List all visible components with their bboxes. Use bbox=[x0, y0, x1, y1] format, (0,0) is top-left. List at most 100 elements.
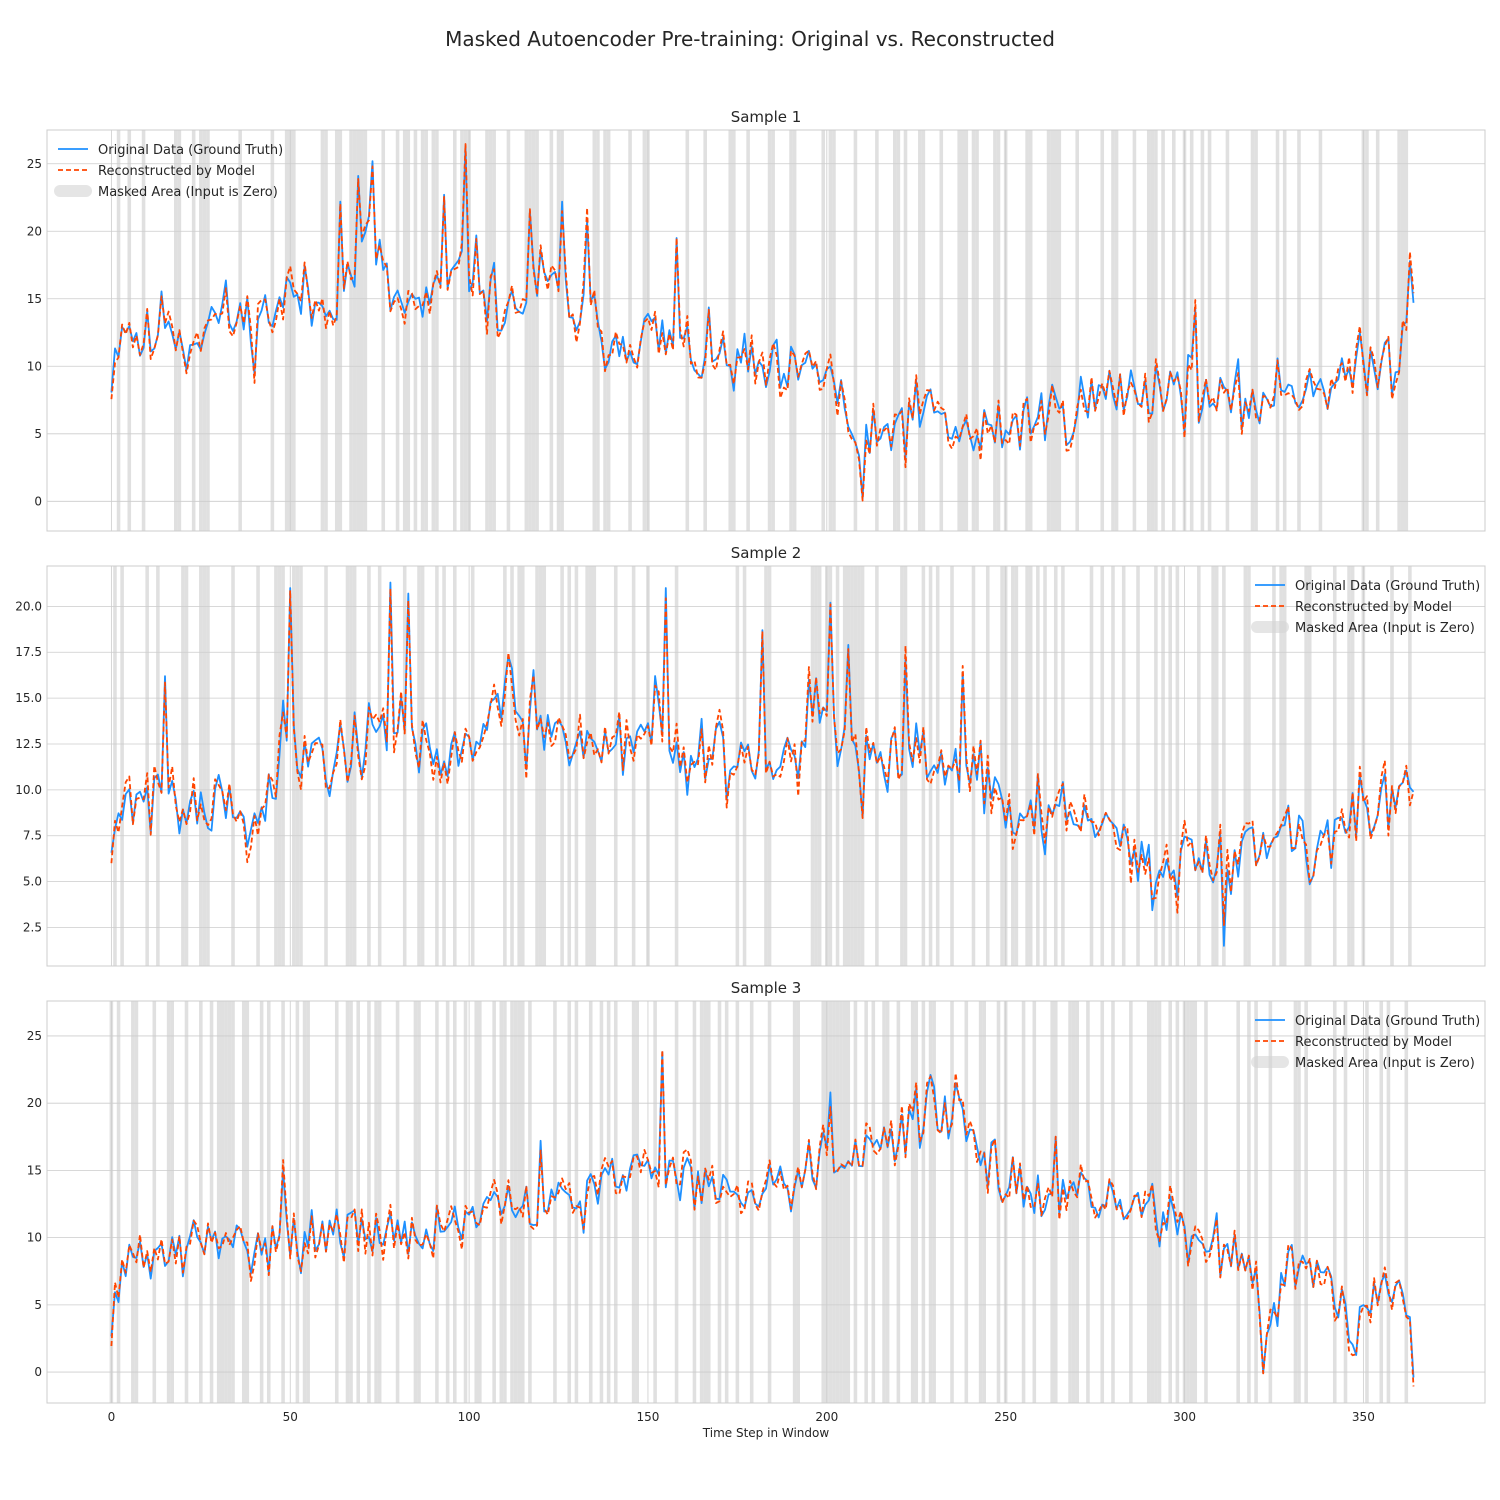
masked-band bbox=[960, 130, 965, 531]
masked-band bbox=[1211, 566, 1215, 966]
legend: Original Data (Ground Truth) Reconstructe… bbox=[1251, 1014, 1480, 1071]
masked-band bbox=[556, 130, 561, 531]
masked-band bbox=[1053, 1001, 1058, 1403]
masked-band bbox=[1275, 130, 1280, 531]
masked-band bbox=[1365, 130, 1369, 531]
masked-band bbox=[1121, 566, 1126, 966]
masked-band bbox=[1297, 130, 1301, 531]
masked-band bbox=[1000, 566, 1004, 966]
legend-masked-swatch bbox=[1251, 1056, 1289, 1068]
masked-band bbox=[832, 130, 836, 531]
x-tick-label: 300 bbox=[1173, 1410, 1196, 1424]
masked-band bbox=[1375, 130, 1380, 531]
masked-band bbox=[1282, 130, 1287, 531]
masked-band bbox=[1282, 566, 1287, 966]
masked-band bbox=[281, 1001, 285, 1403]
masked-band bbox=[474, 1001, 479, 1403]
masked-band bbox=[603, 130, 607, 531]
y-tick-label: 17.5 bbox=[15, 645, 42, 659]
masked-band bbox=[1129, 1001, 1133, 1403]
masked-band bbox=[184, 566, 189, 966]
masked-band bbox=[292, 130, 296, 531]
masked-band bbox=[349, 1001, 353, 1403]
masked-band bbox=[1207, 130, 1212, 531]
masked-band bbox=[1028, 130, 1033, 531]
masked-band bbox=[1250, 130, 1255, 531]
masked-band bbox=[116, 130, 121, 531]
x-tick-label: 350 bbox=[1352, 1410, 1375, 1424]
masked-band bbox=[846, 566, 851, 966]
masked-band bbox=[1197, 566, 1201, 966]
masked-band bbox=[864, 1001, 868, 1403]
masked-band bbox=[431, 130, 436, 531]
legend-label-masked: Masked Area (Input is Zero) bbox=[1295, 1056, 1475, 1071]
masked-band bbox=[746, 130, 750, 531]
masked-band bbox=[993, 130, 997, 531]
masked-band bbox=[1111, 566, 1115, 966]
masked-band bbox=[885, 1001, 890, 1403]
masked-band bbox=[1379, 1001, 1384, 1403]
masked-band bbox=[506, 130, 511, 531]
masked-band bbox=[1154, 130, 1158, 531]
y-tick-label: 7.5 bbox=[23, 829, 42, 843]
masked-band bbox=[1132, 130, 1137, 531]
masked-band bbox=[1111, 130, 1115, 531]
masked-band bbox=[352, 566, 357, 966]
y-tick-label: 20 bbox=[27, 1096, 42, 1110]
masked-band bbox=[560, 566, 564, 966]
masked-band bbox=[1036, 566, 1040, 966]
subplot-title: Sample 1 bbox=[731, 108, 802, 126]
masked-band bbox=[145, 566, 149, 966]
masked-band bbox=[767, 130, 772, 531]
masked-band bbox=[1365, 1001, 1369, 1403]
masked-band bbox=[1050, 1001, 1054, 1403]
masked-band bbox=[445, 1001, 450, 1403]
figure-title: Masked Autoencoder Pre-training: Origina… bbox=[445, 27, 1055, 51]
masked-band bbox=[1254, 1001, 1258, 1403]
masked-band bbox=[1161, 130, 1165, 531]
grid bbox=[47, 130, 1485, 531]
masked-band bbox=[116, 1001, 121, 1403]
masked-band bbox=[735, 1001, 740, 1403]
subplot-title: Sample 3 bbox=[731, 979, 802, 997]
masked-band bbox=[424, 130, 428, 531]
masked-band bbox=[1050, 130, 1054, 531]
y-tick-label: 5 bbox=[34, 1298, 42, 1312]
subplot-2: Sample 2 2.5 5.0 7.5 10.0 12.5 15.0 17.5 20.0 Ori… bbox=[15, 544, 1486, 967]
masked-band bbox=[792, 1001, 797, 1403]
masked-band bbox=[1236, 1001, 1240, 1403]
masked-band bbox=[1175, 1001, 1180, 1403]
masked-band bbox=[792, 130, 797, 531]
masked-band bbox=[1247, 566, 1251, 966]
masked-band bbox=[850, 566, 854, 966]
masked-band bbox=[749, 1001, 754, 1403]
masked-band bbox=[374, 1001, 378, 1403]
masked-band bbox=[596, 130, 600, 531]
masked-band bbox=[975, 130, 979, 531]
masked-band bbox=[417, 1001, 421, 1403]
masked-band bbox=[520, 566, 525, 966]
axes-frame bbox=[46, 129, 1486, 532]
masked-band bbox=[231, 1001, 235, 1403]
masked-band bbox=[1150, 130, 1155, 531]
legend-label-masked: Masked Area (Input is Zero) bbox=[1295, 621, 1475, 636]
masked-band bbox=[1046, 130, 1051, 531]
masked-band bbox=[767, 1001, 772, 1403]
masked-band bbox=[395, 130, 400, 531]
masked-band bbox=[120, 566, 124, 966]
masked-band bbox=[517, 566, 521, 966]
masked-band bbox=[1053, 566, 1058, 966]
masked-band bbox=[1154, 1001, 1158, 1403]
masked-band bbox=[463, 1001, 468, 1403]
masked-band bbox=[921, 1001, 926, 1403]
masked-band bbox=[1068, 1001, 1072, 1403]
masked-band bbox=[166, 1001, 171, 1403]
masked-band bbox=[921, 130, 926, 531]
masked-band bbox=[1293, 1001, 1298, 1403]
masked-band bbox=[1254, 130, 1258, 531]
x-axis-label: Time Step in Window bbox=[702, 1426, 830, 1440]
masked-band bbox=[377, 566, 382, 966]
series-reconstructed-line bbox=[110, 143, 1415, 502]
masked-band bbox=[435, 566, 439, 966]
masked-band bbox=[191, 130, 196, 531]
